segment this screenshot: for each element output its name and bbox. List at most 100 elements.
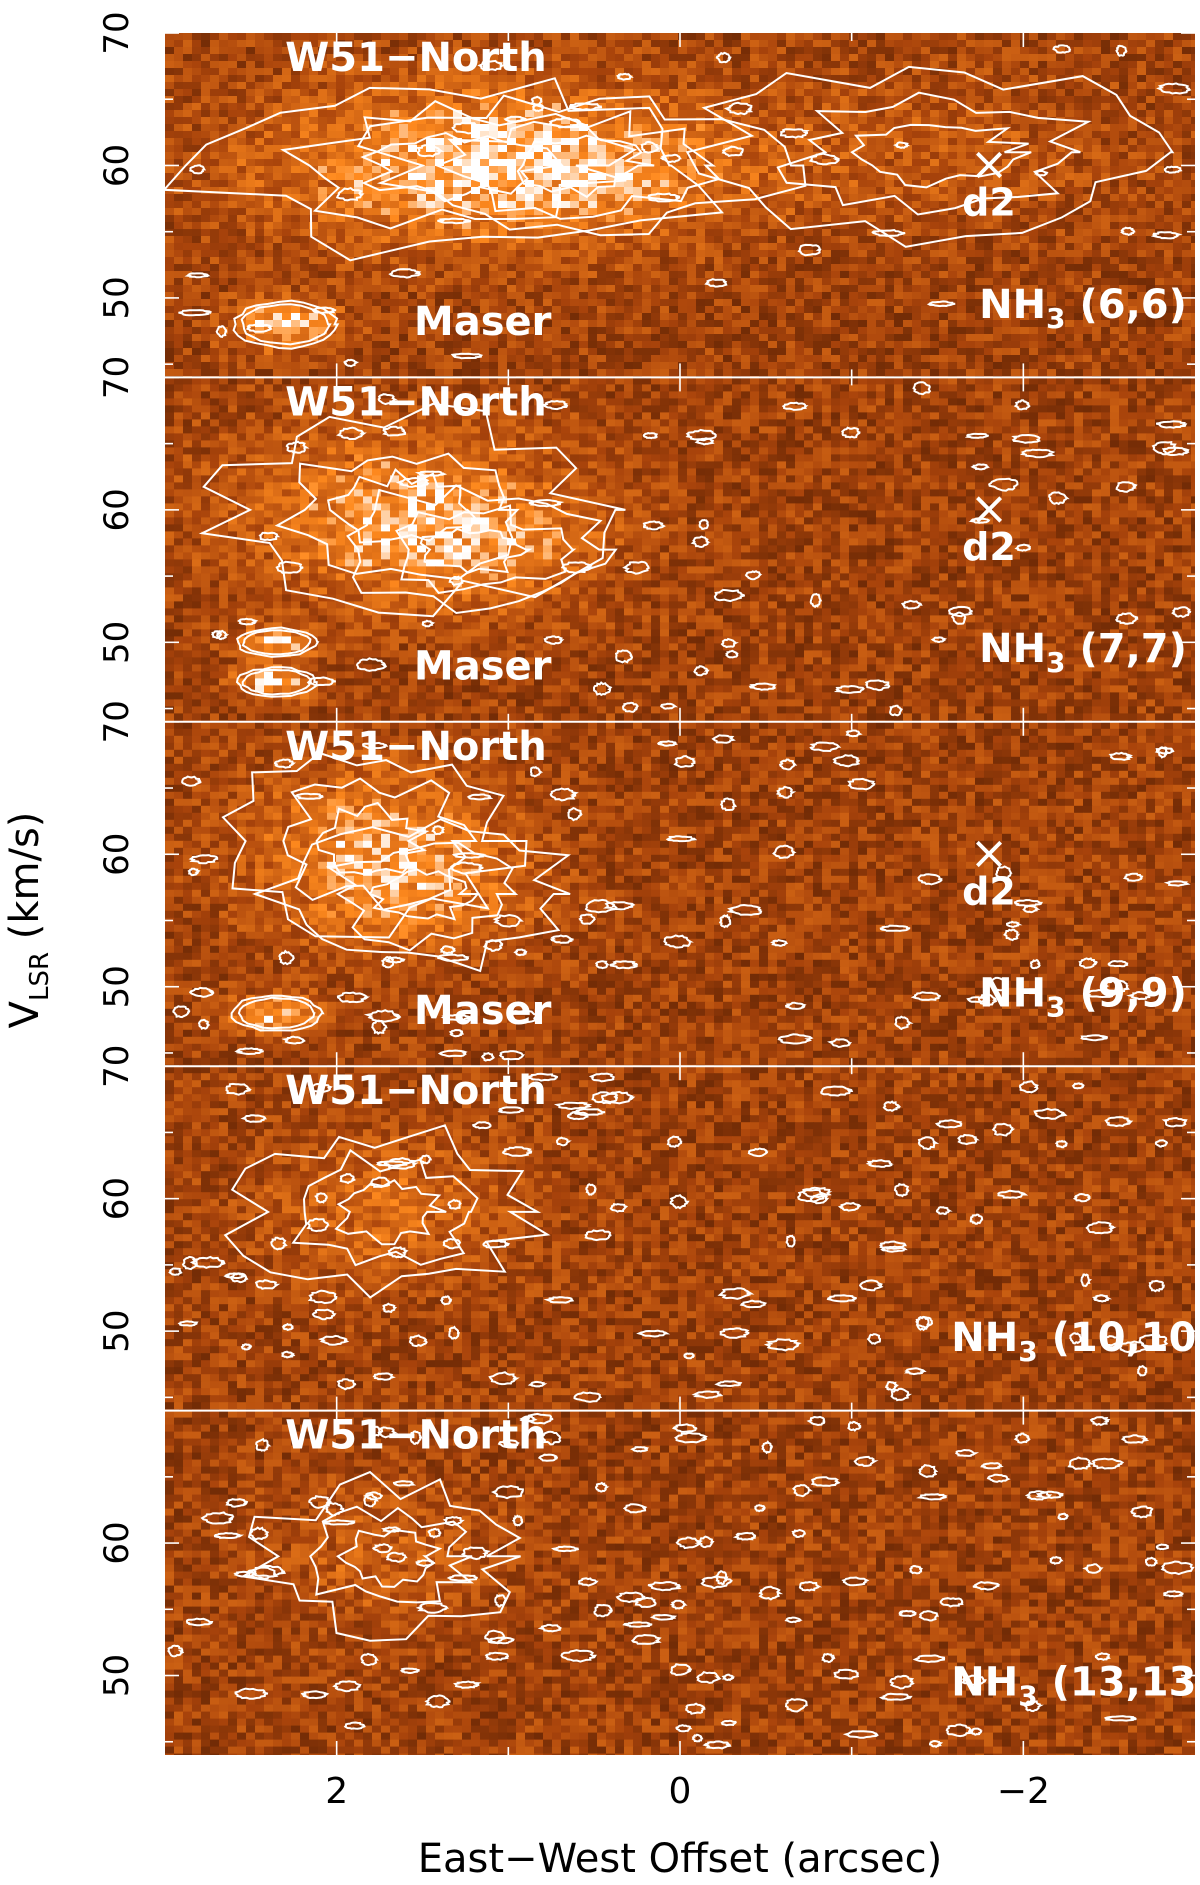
heatmap-cell — [561, 173, 571, 181]
heatmap-cell — [570, 152, 580, 160]
heatmap-cell — [696, 278, 706, 286]
heatmap-cell — [264, 159, 274, 167]
heatmap-cell — [1128, 124, 1138, 132]
heatmap-cell — [309, 145, 319, 153]
heatmap-cell — [165, 306, 175, 314]
heatmap-cell — [246, 236, 256, 244]
heatmap-cell — [849, 89, 859, 97]
heatmap-cell — [696, 82, 706, 90]
heatmap-cell — [741, 201, 751, 209]
heatmap-cell — [345, 33, 355, 41]
heatmap-cell — [651, 320, 661, 328]
heatmap-cell — [435, 82, 445, 90]
heatmap-cell — [273, 68, 283, 76]
heatmap-cell — [705, 278, 715, 286]
heatmap-cell — [1038, 61, 1048, 69]
heatmap-cell — [669, 278, 679, 286]
heatmap-cell — [1191, 327, 1195, 335]
heatmap-cell — [327, 201, 337, 209]
heatmap-cell — [939, 327, 949, 335]
heatmap-cell — [471, 159, 481, 167]
heatmap-cell — [939, 187, 949, 195]
heatmap-cell — [840, 180, 850, 188]
heatmap-cell — [624, 54, 634, 62]
heatmap-cell — [345, 131, 355, 139]
heatmap-cell — [768, 117, 778, 125]
heatmap-cell — [804, 61, 814, 69]
heatmap-cell — [534, 292, 544, 300]
heatmap-cell — [687, 264, 697, 272]
heatmap-cell — [777, 54, 787, 62]
heatmap-cell — [777, 152, 787, 160]
heatmap-cell — [867, 152, 877, 160]
heatmap-cell — [345, 201, 355, 209]
heatmap-cell — [1074, 208, 1084, 216]
heatmap-cell — [759, 299, 769, 307]
heatmap-cell — [759, 264, 769, 272]
heatmap-cell — [363, 138, 373, 146]
heatmap-cell — [354, 68, 364, 76]
heatmap-cell — [921, 117, 931, 125]
heatmap-cell — [975, 61, 985, 69]
heatmap-cell — [786, 96, 796, 104]
heatmap-cell — [1056, 33, 1066, 41]
heatmap-cell — [624, 201, 634, 209]
heatmap-cell — [975, 124, 985, 132]
heatmap-cell — [417, 96, 427, 104]
heatmap-cell — [633, 103, 643, 111]
heatmap-cell — [750, 33, 760, 41]
heatmap-cell — [255, 61, 265, 69]
heatmap-cell — [885, 201, 895, 209]
heatmap-cell — [876, 145, 886, 153]
heatmap-cell — [957, 320, 967, 328]
heatmap-cell — [1146, 152, 1156, 160]
heatmap-cell — [903, 299, 913, 307]
heatmap-cell — [201, 152, 211, 160]
heatmap-cell — [318, 40, 328, 48]
heatmap-cell — [588, 271, 598, 279]
heatmap-cell — [579, 194, 589, 202]
heatmap-cell — [345, 187, 355, 195]
heatmap-cell — [1083, 236, 1093, 244]
heatmap-cell — [1020, 250, 1030, 258]
heatmap-cell — [471, 82, 481, 90]
heatmap-cell — [813, 194, 823, 202]
heatmap-cell — [741, 47, 751, 55]
heatmap-cell — [732, 257, 742, 265]
heatmap-cell — [894, 327, 904, 335]
heatmap-cell — [228, 124, 238, 132]
heatmap-cell — [201, 285, 211, 293]
heatmap-cell — [219, 194, 229, 202]
heatmap-cell — [570, 208, 580, 216]
heatmap-cell — [1182, 68, 1192, 76]
heatmap-cell — [1002, 159, 1012, 167]
heatmap-cell — [291, 40, 301, 48]
heatmap-cell — [822, 299, 832, 307]
heatmap-cell — [777, 61, 787, 69]
heatmap-cell — [453, 285, 463, 293]
heatmap-cell — [777, 82, 787, 90]
heatmap-cell — [345, 89, 355, 97]
heatmap-cell — [228, 299, 238, 307]
heatmap-cell — [336, 215, 346, 223]
heatmap-cell — [228, 82, 238, 90]
heatmap-cell — [678, 180, 688, 188]
heatmap-cell — [543, 285, 553, 293]
heatmap-cell — [993, 68, 1003, 76]
heatmap-cell — [309, 117, 319, 125]
heatmap-cell — [993, 117, 1003, 125]
heatmap-cell — [1029, 327, 1039, 335]
heatmap-cell — [525, 236, 535, 244]
heatmap-cell — [1110, 166, 1120, 174]
heatmap-cell — [633, 264, 643, 272]
heatmap-cell — [948, 257, 958, 265]
heatmap-cell — [516, 285, 526, 293]
heatmap-cell — [966, 96, 976, 104]
heatmap-cell — [390, 152, 400, 160]
heatmap-cell — [1002, 264, 1012, 272]
heatmap-cell — [723, 250, 733, 258]
heatmap-cell — [453, 306, 463, 314]
heatmap-cell — [750, 68, 760, 76]
heatmap-cell — [957, 152, 967, 160]
heatmap-cell — [462, 243, 472, 251]
